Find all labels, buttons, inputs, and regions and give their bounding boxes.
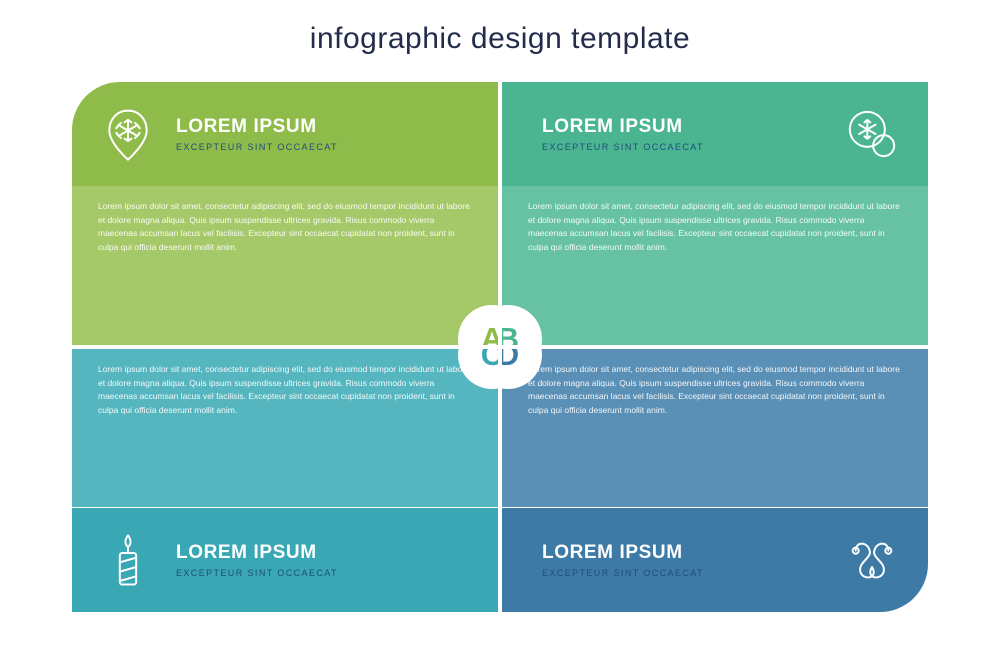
map-pin-snowflake-icon <box>96 102 160 166</box>
quadrant-d-subheading: EXCEPTEUR SINT OCCAECAT <box>542 568 824 578</box>
quadrant-d: Lorem ipsum dolor sit amet, consectetur … <box>502 349 928 612</box>
quadrant-a-heading: LOREM IPSUM <box>176 116 458 138</box>
quadrant-b-subheading: EXCEPTEUR SINT OCCAECAT <box>542 142 824 152</box>
quadrant-d-header: LOREM IPSUM EXCEPTEUR SINT OCCAECAT <box>502 508 928 612</box>
quadrant-d-body-text: Lorem ipsum dolor sit amet, consectetur … <box>528 363 902 417</box>
quadrant-c-subheading: EXCEPTEUR SINT OCCAECAT <box>176 568 458 578</box>
quadrant-c-header: LOREM IPSUM EXCEPTEUR SINT OCCAECAT <box>72 508 498 612</box>
quadrant-b-heading: LOREM IPSUM <box>542 116 824 138</box>
pretzel-icon <box>840 528 904 592</box>
quadrant-a-body-text: Lorem ipsum dolor sit amet, consectetur … <box>98 200 472 254</box>
quadrant-a-body: Lorem ipsum dolor sit amet, consectetur … <box>72 186 498 345</box>
page-title: infographic design template <box>0 22 1000 56</box>
quadrant-a-subheading: EXCEPTEUR SINT OCCAECAT <box>176 142 458 152</box>
quadrant-c-heading: LOREM IPSUM <box>176 542 458 564</box>
infographic-grid: LOREM IPSUM EXCEPTEUR SINT OCCAECAT Lore… <box>72 82 928 612</box>
quadrant-b: LOREM IPSUM EXCEPTEUR SINT OCCAECAT Lore… <box>502 82 928 345</box>
quadrant-b-body: Lorem ipsum dolor sit amet, consectetur … <box>502 186 928 345</box>
quadrant-a-header: LOREM IPSUM EXCEPTEUR SINT OCCAECAT <box>72 82 498 186</box>
quadrant-c-body-text: Lorem ipsum dolor sit amet, consectetur … <box>98 363 472 417</box>
candle-icon <box>96 528 160 592</box>
quadrant-c-body: Lorem ipsum dolor sit amet, consectetur … <box>72 349 498 507</box>
quadrant-d-heading: LOREM IPSUM <box>542 542 824 564</box>
quadrant-b-body-text: Lorem ipsum dolor sit amet, consectetur … <box>528 200 902 254</box>
quadrant-c: Lorem ipsum dolor sit amet, consectetur … <box>72 349 498 612</box>
chat-bubbles-snowflake-icon <box>840 102 904 166</box>
quadrant-a: LOREM IPSUM EXCEPTEUR SINT OCCAECAT Lore… <box>72 82 498 345</box>
quadrant-b-header: LOREM IPSUM EXCEPTEUR SINT OCCAECAT <box>502 82 928 186</box>
quadrant-d-body: Lorem ipsum dolor sit amet, consectetur … <box>502 349 928 507</box>
